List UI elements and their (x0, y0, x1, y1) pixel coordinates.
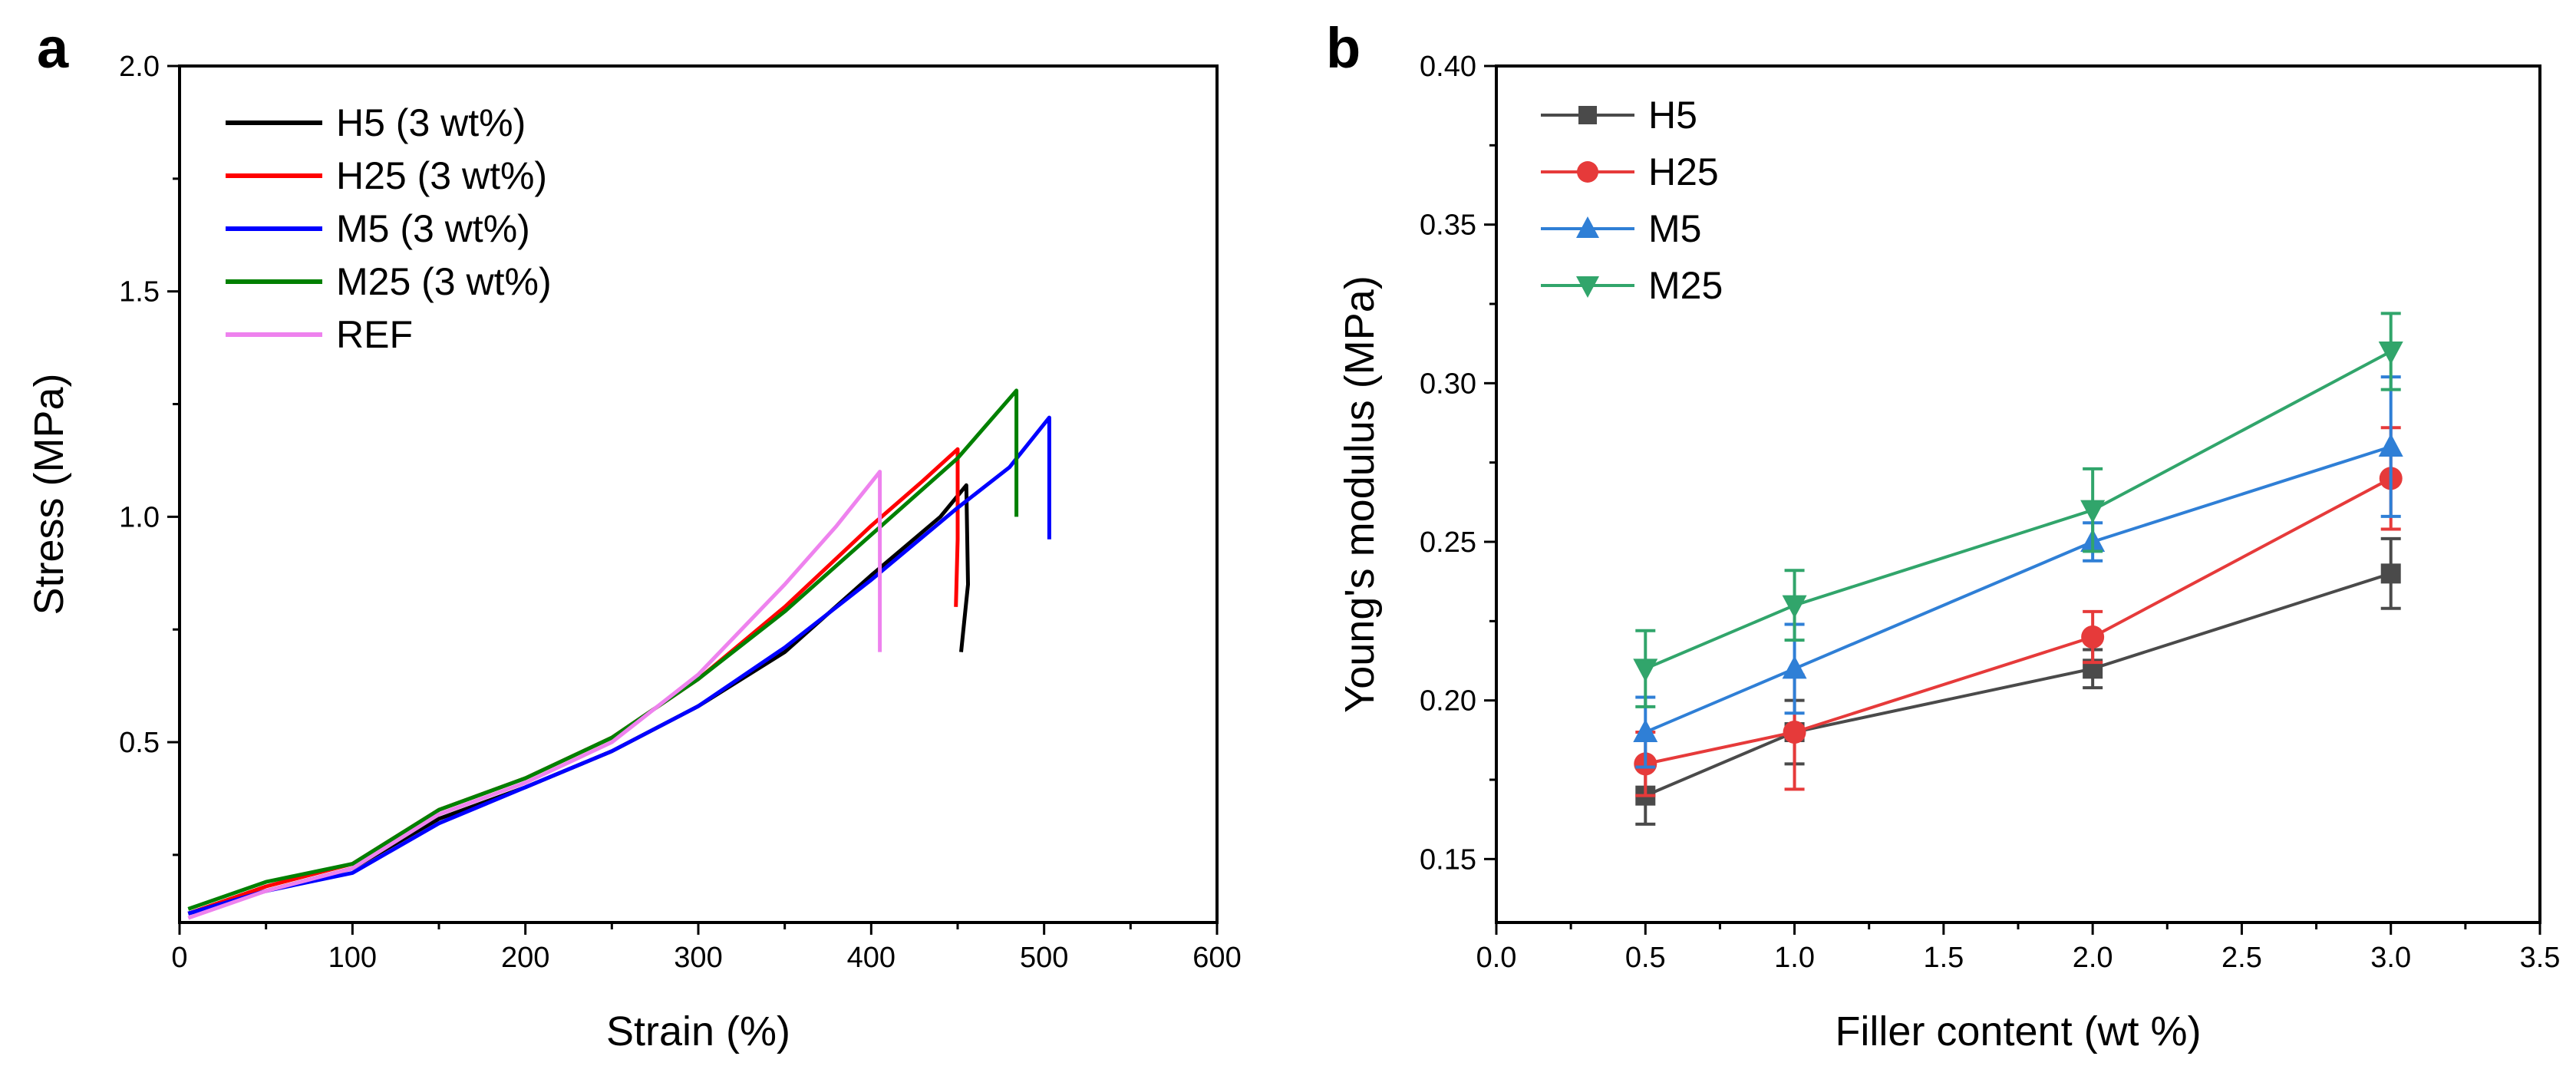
panel-b-legend: H5 H25 M5 M25 (1541, 94, 1723, 307)
panel-b-legend-marker (1576, 276, 1599, 298)
panel-b-series-line (1644, 445, 2392, 734)
panel-b-data-point (2081, 625, 2105, 649)
panel-b-ticks: 0.0 0.5 1.0 1.5 2.0 2.5 3.0 3.5 0.15 0.20 0.25 0.30… (1420, 51, 2560, 974)
panel-a-x-tick-label: 600 (1192, 942, 1241, 974)
panel-b-x-tick-label: 0.5 (1625, 942, 1666, 974)
panel-a-series-line (187, 470, 882, 920)
panel-a-x-tick-label: 500 (1020, 942, 1068, 974)
panel-b-series-line (1644, 572, 2392, 797)
panel-b-legend-marker (1577, 161, 1598, 183)
panel-a-legend: H5 (3 wt%) H25 (3 wt%) M5 (3 wt%) M25 (3 wt… (226, 101, 552, 356)
panel-b-y-tick-label: 0.35 (1420, 210, 1476, 242)
panel-b-data-point (1782, 655, 1807, 679)
panel-a-series-line (187, 483, 970, 916)
panel-a-series-line (187, 388, 1019, 911)
panel-a-plot-frame (178, 64, 1219, 924)
panel-a-label: a (37, 16, 69, 80)
panel-a-y-tick-label: 2.0 (119, 51, 160, 83)
panel-b-y-tick-label: 0.25 (1420, 526, 1476, 559)
panel-b-x-axis-label: Filler content (wt %) (1835, 1008, 2201, 1054)
panel-a-x-tick-label: 100 (328, 942, 377, 974)
panel-b-x-tick-label: 0.0 (1476, 942, 1517, 974)
panel-a-legend-label: H5 (3 wt%) (336, 101, 526, 144)
panel-a-x-tick-label: 0 (171, 942, 187, 974)
panel-a-y-tick-label: 1.5 (119, 276, 160, 309)
panel-a-x-tick-label: 200 (501, 942, 549, 974)
panel-b-data-point (1782, 595, 1807, 619)
panel-a-ticks: 0 100 200 300 400 500 600 0.5 1.0 1.5 2.0 (119, 51, 1242, 974)
panel-a-y-axis-label: Stress (MPa) (26, 373, 72, 615)
panel-a-x-axis-label: Strain (%) (606, 1008, 790, 1054)
panel-b-y-tick-label: 0.15 (1420, 843, 1476, 876)
panel-b-legend-label: M25 (1648, 264, 1723, 307)
panel-b-label: b (1326, 16, 1361, 80)
panel-a-legend-label: M5 (3 wt%) (336, 207, 530, 250)
panel-b-x-tick-label: 3.0 (2370, 942, 2411, 974)
panel-b-y-tick-label: 0.20 (1420, 685, 1476, 718)
panel-b-legend-label: M5 (1648, 207, 1701, 250)
panel-b-y-tick-label: 0.40 (1420, 51, 1476, 83)
panel-b-x-tick-label: 1.0 (1774, 942, 1815, 974)
panel-b-y-axis-label: Young's modulus (MPa) (1337, 276, 1383, 713)
panel-b-series-line (1644, 477, 2392, 766)
panel-b-x-tick-label: 3.5 (2520, 942, 2561, 974)
panel-b-legend-label: H25 (1648, 150, 1719, 193)
panel-a: a 0 100 200 300 400 500 600 0.5 1.0 1.5 2.0 H5 (3 … (26, 16, 1242, 1054)
panel-b: b 0.0 0.5 1.0 1.5 2.0 2.5 3.0 3.50.150.200.250.… (1326, 16, 2560, 1054)
panel-a-x-tick-label: 300 (674, 942, 722, 974)
panel-b-series-group (1633, 312, 2403, 826)
panel-a-x-tick-label: 400 (847, 942, 895, 974)
panel-a-legend-label: M25 (3 wt%) (336, 260, 552, 303)
panel-b-series-line (1644, 350, 2392, 671)
panel-b-x-tick-label: 1.5 (1923, 942, 1964, 974)
panel-a-y-tick-label: 0.5 (119, 727, 160, 759)
panel-b-legend-label: H5 (1648, 94, 1697, 137)
panel-b-y-tick-label: 0.30 (1420, 368, 1476, 400)
panel-b-data-point (1783, 721, 1806, 744)
panel-b-data-point (1633, 719, 1658, 742)
panel-a-legend-label: REF (336, 313, 413, 356)
panel-b-data-point (1633, 658, 1658, 682)
panel-b-x-tick-label: 2.5 (2221, 942, 2262, 974)
panel-b-x-tick-label: 2.0 (2073, 942, 2113, 974)
panel-a-series-line (187, 415, 1051, 916)
panel-a-y-tick-label: 1.0 (119, 501, 160, 533)
panel-a-series-group (187, 388, 1051, 920)
panel-b-legend-marker (1576, 216, 1599, 238)
panel-b-data-point (2378, 342, 2403, 365)
panel-a-legend-label: H25 (3 wt%) (336, 154, 547, 197)
panel-b-data-point (2080, 500, 2106, 523)
panel-b-data-point (2380, 563, 2401, 584)
panel-b-legend-marker (1578, 106, 1597, 124)
panel-b-data-point (2378, 434, 2403, 457)
